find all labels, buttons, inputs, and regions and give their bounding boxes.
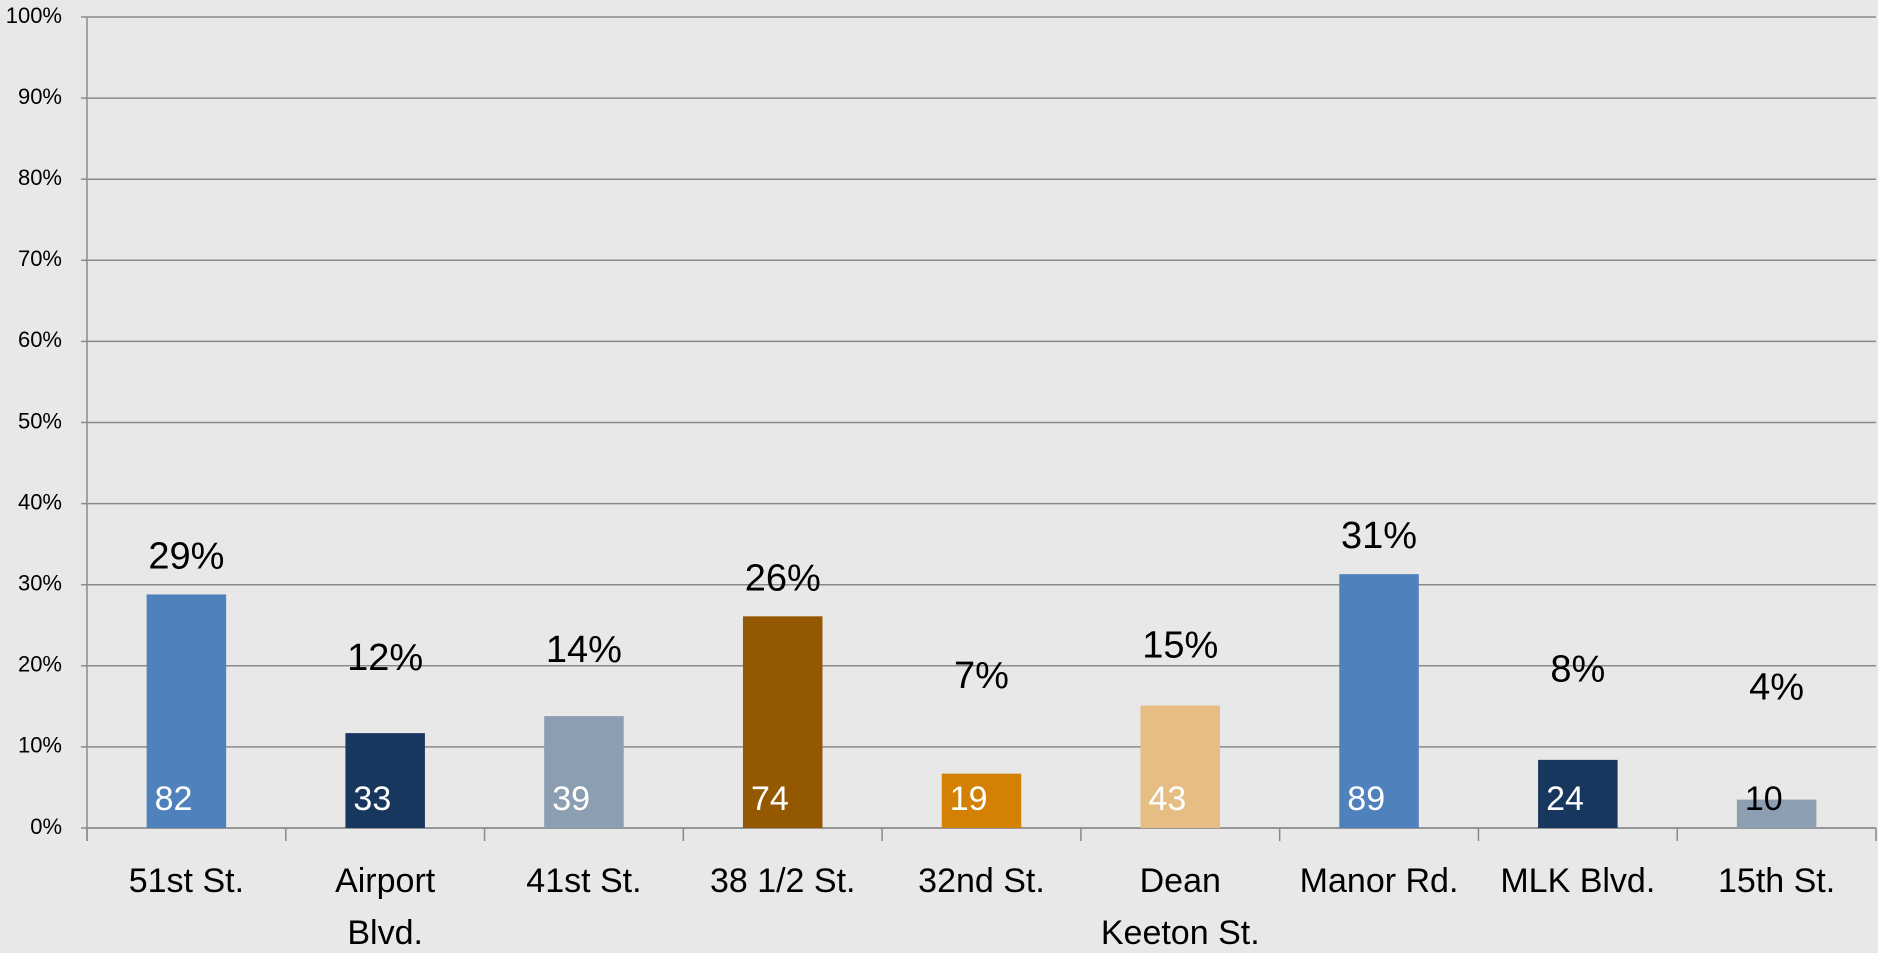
y-tick-label: 50% [18, 408, 62, 433]
y-tick-label: 100% [6, 3, 62, 28]
count-label: 43 [1149, 780, 1187, 818]
count-label: 10 [1745, 780, 1783, 818]
bar [1140, 705, 1221, 828]
bar [1538, 759, 1618, 828]
bar [146, 594, 227, 828]
y-tick-label: 40% [18, 489, 62, 514]
value-label: 8% [1550, 649, 1605, 691]
value-label: 12% [347, 637, 423, 679]
bar [544, 716, 624, 828]
value-label: 4% [1749, 666, 1804, 708]
value-label: 14% [546, 629, 622, 671]
count-label: 33 [353, 780, 391, 818]
y-tick-label: 60% [18, 327, 62, 352]
y-tick-label: 70% [18, 246, 62, 271]
y-tick-label: 20% [18, 652, 62, 677]
count-label: 39 [552, 780, 590, 818]
count-label: 24 [1546, 780, 1584, 818]
x-tick-label: Dean Keeton St. [1100, 862, 1260, 952]
value-label: 29% [148, 535, 224, 577]
x-tick-label: MLK Blvd. [1500, 862, 1656, 900]
x-tick-label: Manor Rd. [1299, 862, 1459, 900]
x-tick-label: 41st St. [526, 862, 642, 900]
value-label: 7% [954, 655, 1009, 697]
x-tick-label: 51st St. [128, 862, 245, 900]
y-tick-label: 30% [18, 571, 62, 596]
count-label: 19 [950, 780, 988, 818]
x-tick-label: 15th St. [1718, 862, 1836, 900]
value-label: 31% [1341, 515, 1417, 557]
bar [941, 773, 1022, 828]
count-label: 82 [155, 780, 193, 818]
y-tick-label: 0% [30, 814, 62, 839]
y-tick-label: 10% [18, 733, 62, 758]
bar [1339, 574, 1419, 828]
value-label: 15% [1142, 625, 1218, 667]
count-label: 89 [1347, 780, 1385, 818]
y-tick-label: 80% [18, 165, 62, 190]
bar [1736, 799, 1817, 828]
y-tick-label: 90% [18, 84, 62, 109]
x-tick-label: Airport Blvd. [335, 862, 436, 952]
x-tick-label: 32nd St. [918, 862, 1045, 900]
value-label: 26% [745, 557, 821, 599]
bar [345, 733, 425, 828]
count-label: 74 [751, 780, 789, 818]
x-tick-label: 38 1/2 St. [709, 862, 856, 900]
bar [742, 616, 823, 828]
